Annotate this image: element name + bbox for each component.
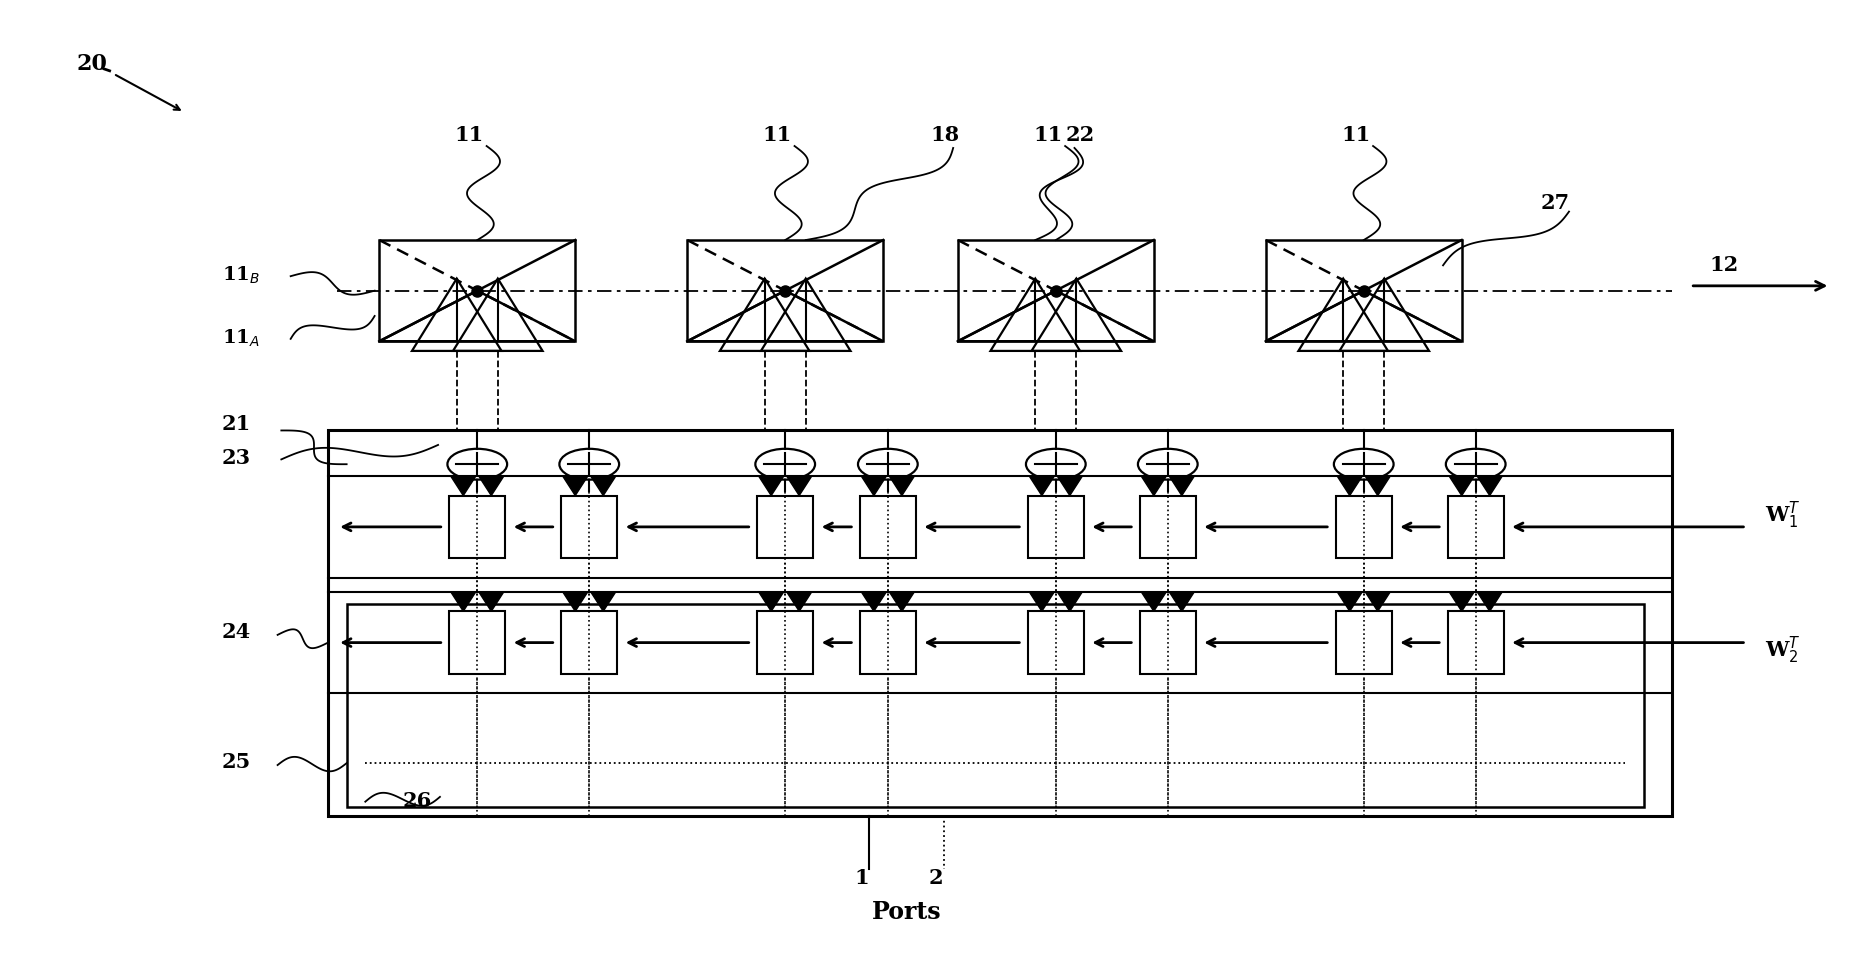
Text: 24: 24 bbox=[222, 622, 250, 642]
Polygon shape bbox=[759, 477, 783, 495]
Polygon shape bbox=[759, 593, 783, 611]
Polygon shape bbox=[862, 477, 886, 495]
Polygon shape bbox=[1030, 477, 1054, 495]
Polygon shape bbox=[1450, 477, 1475, 495]
Polygon shape bbox=[1338, 477, 1363, 495]
Text: W$_1^T$: W$_1^T$ bbox=[1764, 500, 1800, 531]
Polygon shape bbox=[563, 477, 587, 495]
Polygon shape bbox=[1058, 477, 1082, 495]
Text: 11$_B$: 11$_B$ bbox=[222, 265, 260, 286]
Text: Ports: Ports bbox=[871, 900, 942, 924]
Text: 11: 11 bbox=[763, 125, 792, 145]
Text: 26: 26 bbox=[402, 790, 432, 810]
Polygon shape bbox=[563, 593, 587, 611]
Polygon shape bbox=[450, 477, 475, 495]
Text: W$_2^T$: W$_2^T$ bbox=[1764, 634, 1800, 666]
Text: 20: 20 bbox=[77, 53, 107, 75]
Text: 21: 21 bbox=[222, 415, 250, 434]
Polygon shape bbox=[1478, 477, 1503, 495]
Polygon shape bbox=[450, 593, 475, 611]
Text: 11: 11 bbox=[1342, 125, 1370, 145]
Text: 18: 18 bbox=[931, 125, 961, 145]
Polygon shape bbox=[1450, 593, 1475, 611]
Text: 27: 27 bbox=[1542, 192, 1570, 213]
Text: 2: 2 bbox=[929, 867, 944, 888]
Polygon shape bbox=[591, 593, 615, 611]
Polygon shape bbox=[1366, 477, 1391, 495]
Polygon shape bbox=[1338, 593, 1363, 611]
Polygon shape bbox=[1142, 593, 1166, 611]
Polygon shape bbox=[478, 477, 503, 495]
Polygon shape bbox=[787, 477, 811, 495]
Text: 11$_A$: 11$_A$ bbox=[222, 328, 260, 349]
Text: 22: 22 bbox=[1065, 125, 1095, 145]
Polygon shape bbox=[1058, 593, 1082, 611]
Polygon shape bbox=[478, 593, 503, 611]
Text: 11: 11 bbox=[454, 125, 484, 145]
Text: 23: 23 bbox=[222, 449, 250, 468]
Polygon shape bbox=[890, 593, 914, 611]
Polygon shape bbox=[1170, 477, 1194, 495]
Polygon shape bbox=[1366, 593, 1391, 611]
Polygon shape bbox=[1142, 477, 1166, 495]
Polygon shape bbox=[890, 477, 914, 495]
Polygon shape bbox=[591, 477, 615, 495]
Polygon shape bbox=[862, 593, 886, 611]
Polygon shape bbox=[1030, 593, 1054, 611]
Text: 25: 25 bbox=[222, 752, 250, 772]
Polygon shape bbox=[1170, 593, 1194, 611]
Polygon shape bbox=[787, 593, 811, 611]
Polygon shape bbox=[1478, 593, 1503, 611]
Text: 1: 1 bbox=[854, 867, 869, 888]
Text: 12: 12 bbox=[1708, 255, 1738, 276]
Text: 11: 11 bbox=[1034, 125, 1063, 145]
